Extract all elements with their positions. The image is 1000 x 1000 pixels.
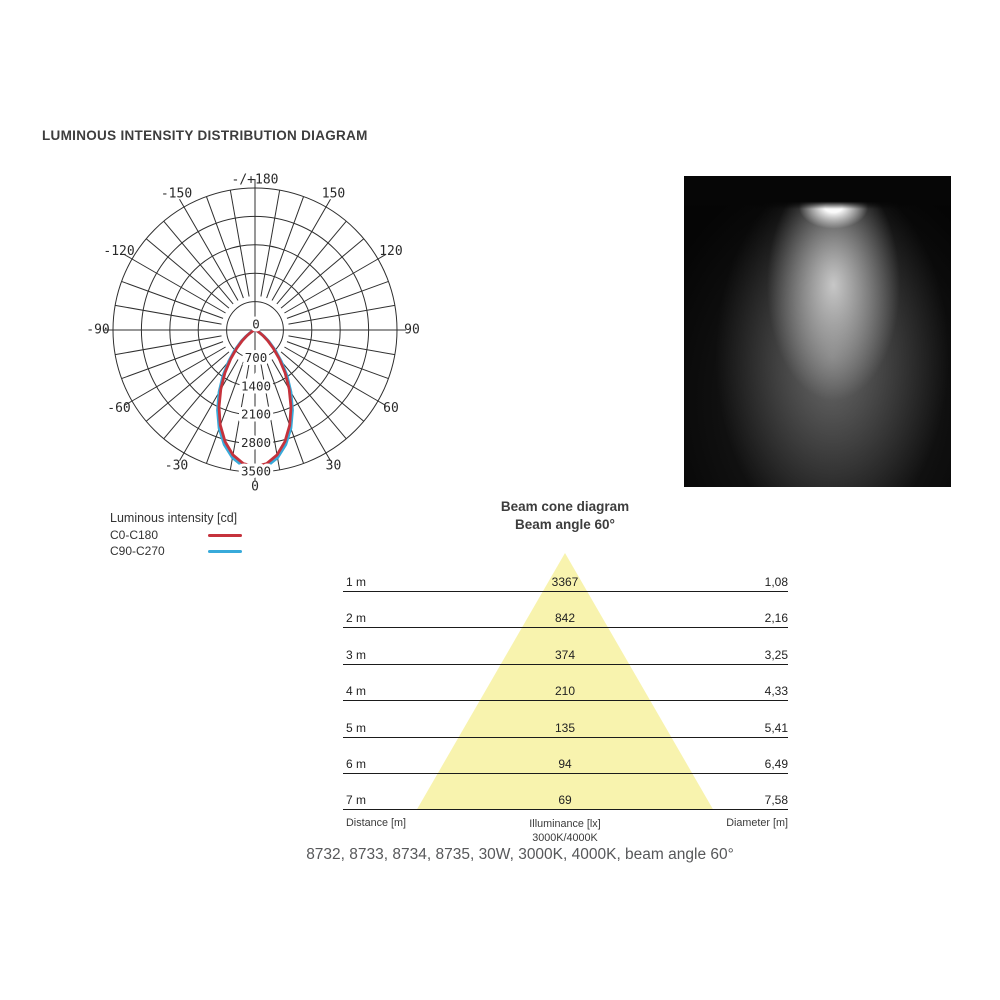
illuminance-header-line2: 3000K/4000K	[532, 832, 598, 844]
red-line-swatch	[208, 533, 242, 537]
svg-text:0: 0	[252, 317, 260, 332]
illuminance-cell: 69	[558, 793, 572, 808]
illuminance-cell: 94	[558, 757, 572, 771]
luminous-intensity-polar-chart: 070014002100280035000306090120150-/+180-…	[86, 173, 420, 495]
beam-cone-triangle	[416, 553, 714, 810]
table-row: 7 m 69 7,58	[343, 791, 788, 811]
illuminance-cell: 3367	[551, 575, 579, 589]
illuminance-cell: 374	[554, 647, 576, 662]
diameter-cell: 1,08	[764, 575, 788, 589]
illuminance-column-header: Illuminance [lx] 3000K/4000K	[529, 817, 600, 845]
distance-cell: 3 m	[346, 647, 367, 662]
svg-text:30: 30	[326, 458, 342, 473]
diameter-cell: 7,58	[764, 793, 788, 808]
svg-text:3500: 3500	[241, 464, 271, 479]
distance-cell: 7 m	[346, 793, 367, 808]
table-row: 5 m 135 5,41	[343, 719, 788, 738]
table-row: 4 m 210 4,33	[343, 682, 788, 702]
table-row: 6 m 94 6,49	[343, 755, 788, 774]
beam-photo	[684, 176, 951, 487]
illuminance-cell: 842	[554, 611, 576, 626]
illuminance-cell: 210	[554, 684, 576, 699]
diameter-cell: 4,33	[764, 684, 788, 699]
page-title: LUMINOUS INTENSITY DISTRIBUTION DIAGRAM	[42, 128, 368, 143]
table-row: 3 m 374 3,25	[343, 646, 788, 665]
distance-cell: 4 m	[346, 684, 367, 699]
svg-text:150: 150	[322, 187, 345, 202]
svg-text:-30: -30	[165, 458, 188, 473]
svg-text:90: 90	[404, 323, 420, 338]
svg-text:-150: -150	[161, 187, 192, 202]
svg-text:60: 60	[383, 401, 399, 416]
svg-text:2800: 2800	[241, 435, 271, 450]
svg-text:2100: 2100	[241, 407, 271, 422]
distance-cell: 6 m	[346, 757, 367, 771]
svg-text:-90: -90	[86, 323, 109, 338]
svg-text:120: 120	[379, 244, 402, 259]
diameter-cell: 5,41	[764, 720, 788, 735]
legend-item-c90-c270: C90-C270	[110, 543, 242, 559]
svg-text:-60: -60	[107, 401, 130, 416]
svg-text:700: 700	[245, 350, 268, 365]
svg-text:-120: -120	[103, 244, 134, 259]
svg-text:1400: 1400	[241, 378, 271, 393]
beam-cone-subtitle: Beam angle 60°	[515, 517, 615, 532]
illuminance-header-line1: Illuminance [lx]	[529, 818, 601, 830]
beam-cone-title: Beam cone diagram	[500, 499, 630, 514]
table-row: 2 m 842 2,16	[343, 609, 788, 629]
polar-chart-area: 0 700 1400 2100 2800 3500 0 30 60 90 120 150 -/+180-…	[80, 160, 430, 508]
diameter-cell: 3,25	[764, 647, 788, 662]
illuminance-cell: 135	[554, 720, 576, 735]
distance-cell: 2 m	[346, 611, 367, 626]
legend-label: C0-C180	[110, 528, 159, 542]
svg-text:0: 0	[251, 480, 259, 495]
diameter-cell: 6,49	[764, 757, 788, 771]
beam-cone-table: 1 m 3367 1,08 2 m 842 2,16 3 m 374 3,25 4 m 210 4,3…	[343, 548, 789, 848]
blue-line-swatch	[208, 549, 242, 553]
legend-title: Luminous intensity [cd]	[110, 511, 238, 525]
legend-item-c0-c180: C0-C180	[110, 527, 242, 543]
distance-column-header: Distance [m]	[346, 817, 406, 829]
distance-cell: 1 m	[346, 575, 367, 589]
distance-cell: 5 m	[346, 720, 367, 735]
legend-label: C90-C270	[110, 544, 165, 558]
polar-legend: Luminous intensity [cd] C0-C180 C90-C270	[110, 511, 242, 559]
table-row: 1 m 3367 1,08	[343, 573, 788, 592]
diameter-cell: 2,16	[764, 611, 788, 626]
product-caption: 8732, 8733, 8734, 8735, 30W, 3000K, 4000…	[306, 846, 734, 863]
svg-text:-/+180: -/+180	[232, 173, 279, 188]
diameter-column-header: Diameter [m]	[726, 817, 788, 829]
